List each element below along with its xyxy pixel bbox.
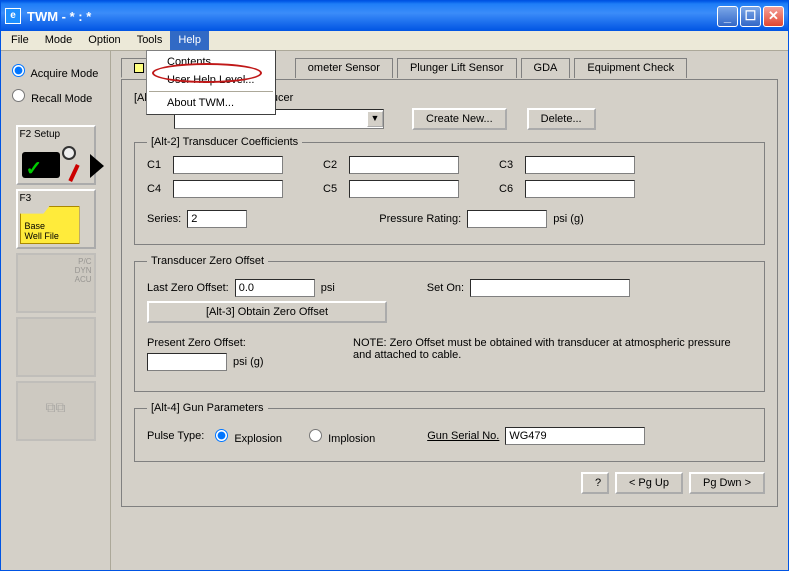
- c2-label: C2: [323, 159, 349, 171]
- active-arrow-icon: [90, 154, 104, 178]
- recall-mode-radio[interactable]: Recall Mode: [7, 86, 104, 105]
- footer-buttons: ? < Pg Up Pg Dwn >: [134, 472, 765, 494]
- menu-tools[interactable]: Tools: [129, 31, 171, 50]
- pressure-input[interactable]: [467, 210, 547, 228]
- recall-mode-label: Recall Mode: [31, 93, 92, 105]
- left-sidebar: Acquire Mode Recall Mode F2 Setup ✓ F3 B…: [1, 51, 111, 570]
- c4-label: C4: [147, 183, 173, 195]
- f3-label: F3: [20, 193, 92, 204]
- present-row: Present Zero Offset: psi (g) NOTE: Zero …: [147, 337, 752, 375]
- explosion-radio[interactable]: Explosion: [210, 426, 282, 445]
- series-row: Series: Pressure Rating: psi (g): [147, 210, 752, 228]
- gun-row: Pulse Type: Explosion Implosion Gun Seri…: [147, 426, 752, 445]
- c3-label: C3: [499, 159, 525, 171]
- c5-label: C5: [323, 183, 349, 195]
- seton-input[interactable]: [470, 279, 630, 297]
- c4-input[interactable]: [173, 180, 283, 198]
- close-button[interactable]: ✕: [763, 6, 784, 27]
- maximize-button[interactable]: ☐: [740, 6, 761, 27]
- zero-fieldset: Transducer Zero Offset Last Zero Offset:…: [134, 255, 765, 392]
- pgup-button[interactable]: < Pg Up: [615, 472, 683, 494]
- explosion-label: Explosion: [234, 433, 282, 445]
- nav-card-4[interactable]: [16, 317, 96, 377]
- c2-input[interactable]: [349, 156, 459, 174]
- c1-input[interactable]: [173, 156, 283, 174]
- tab-panel: [Alt ucer ▼ Create New... Delete... [Alt…: [121, 79, 778, 507]
- serial-label: Gun Serial No.: [427, 430, 499, 442]
- pgdn-button[interactable]: Pg Dwn >: [689, 472, 765, 494]
- obtain-zero-button[interactable]: [Alt-3] Obtain Zero Offset: [147, 301, 387, 323]
- nav-card-5[interactable]: ⧉⧉: [16, 381, 96, 441]
- menu-option[interactable]: Option: [80, 31, 128, 50]
- pressure-label: Pressure Rating:: [379, 213, 461, 225]
- tab-check-icon: [134, 63, 144, 73]
- app-window: e TWM - * : * _ ☐ ✕ File Mode Option Too…: [0, 0, 789, 571]
- menubar: File Mode Option Tools Help: [1, 31, 788, 51]
- tab-plunger[interactable]: Plunger Lift Sensor: [397, 58, 517, 78]
- window-title: TWM - * : *: [27, 9, 91, 24]
- seton-label: Set On:: [427, 282, 464, 294]
- implosion-input[interactable]: [309, 429, 322, 442]
- explosion-input[interactable]: [215, 429, 228, 442]
- help-button[interactable]: ?: [581, 472, 609, 494]
- nav-card-3[interactable]: P/CDYNACU: [16, 253, 96, 313]
- zero-note: NOTE: Zero Offset must be obtained with …: [353, 337, 752, 361]
- last-zero-row: Last Zero Offset: psi Set On:: [147, 279, 752, 297]
- pressure-unit: psi (g): [553, 213, 584, 225]
- f2-label: F2 Setup: [20, 129, 92, 140]
- menu-mode[interactable]: Mode: [37, 31, 81, 50]
- alt4-fieldset: [Alt-4] Gun Parameters Pulse Type: Explo…: [134, 402, 765, 462]
- help-about[interactable]: About TWM...: [149, 94, 273, 112]
- help-contents[interactable]: Contents: [149, 53, 273, 71]
- menu-file[interactable]: File: [3, 31, 37, 50]
- titlebar: e TWM - * : * _ ☐ ✕: [1, 1, 788, 31]
- last-zero-input[interactable]: [235, 279, 315, 297]
- alt2-fieldset: [Alt-2] Transducer Coefficients C1 C2 C3…: [134, 136, 765, 245]
- pulse-label: Pulse Type:: [147, 430, 204, 442]
- minimize-button[interactable]: _: [717, 6, 738, 27]
- app-icon: e: [5, 8, 21, 24]
- tab-gda[interactable]: GDA: [521, 58, 571, 78]
- psi-label: psi: [321, 282, 335, 294]
- coeff-grid: C1 C2 C3 C4 C5 C6: [147, 156, 752, 198]
- f2-setup-icon: ✓: [20, 142, 90, 182]
- c1-label: C1: [147, 159, 173, 171]
- tab-ometer[interactable]: ometer Sensor: [295, 58, 393, 78]
- present-unit: psi (g): [233, 356, 264, 368]
- c6-input[interactable]: [525, 180, 635, 198]
- acquire-mode-radio[interactable]: Acquire Mode: [7, 61, 104, 80]
- c3-input[interactable]: [525, 156, 635, 174]
- folder-icon: BaseWell File: [20, 206, 80, 244]
- content-area: Acquire Mode Recall Mode F2 Setup ✓ F3 B…: [1, 51, 788, 570]
- main-panel: A ometer Sensor Plunger Lift Sensor GDA …: [111, 51, 788, 570]
- present-input[interactable]: [147, 353, 227, 371]
- zero-legend: Transducer Zero Offset: [147, 255, 268, 267]
- acquire-mode-label: Acquire Mode: [30, 68, 98, 80]
- serial-input[interactable]: [505, 427, 645, 445]
- implosion-radio[interactable]: Implosion: [304, 426, 375, 445]
- help-user-level[interactable]: User Help Level...: [149, 71, 273, 89]
- f3-wellfile-card[interactable]: F3 BaseWell File: [16, 189, 96, 249]
- last-zero-label: Last Zero Offset:: [147, 282, 229, 294]
- present-label: Present Zero Offset:: [147, 337, 347, 349]
- menu-help[interactable]: Help: [170, 31, 209, 50]
- delete-button[interactable]: Delete...: [527, 108, 596, 130]
- c6-label: C6: [499, 183, 525, 195]
- series-label: Series:: [147, 213, 181, 225]
- alt2-legend: [Alt-2] Transducer Coefficients: [147, 136, 302, 148]
- obtain-row: [Alt-3] Obtain Zero Offset: [147, 301, 752, 323]
- help-dropdown: Contents User Help Level... About TWM...: [146, 50, 276, 115]
- implosion-label: Implosion: [328, 433, 375, 445]
- f2-setup-card[interactable]: F2 Setup ✓: [16, 125, 96, 185]
- c5-input[interactable]: [349, 180, 459, 198]
- menu-separator: [149, 91, 273, 92]
- series-input[interactable]: [187, 210, 247, 228]
- recall-mode-input[interactable]: [12, 89, 25, 102]
- combo-arrow-icon[interactable]: ▼: [367, 111, 383, 127]
- create-new-button[interactable]: Create New...: [412, 108, 507, 130]
- alt4-legend: [Alt-4] Gun Parameters: [147, 402, 268, 414]
- acquire-mode-input[interactable]: [12, 64, 25, 77]
- tab-equipment[interactable]: Equipment Check: [574, 58, 687, 78]
